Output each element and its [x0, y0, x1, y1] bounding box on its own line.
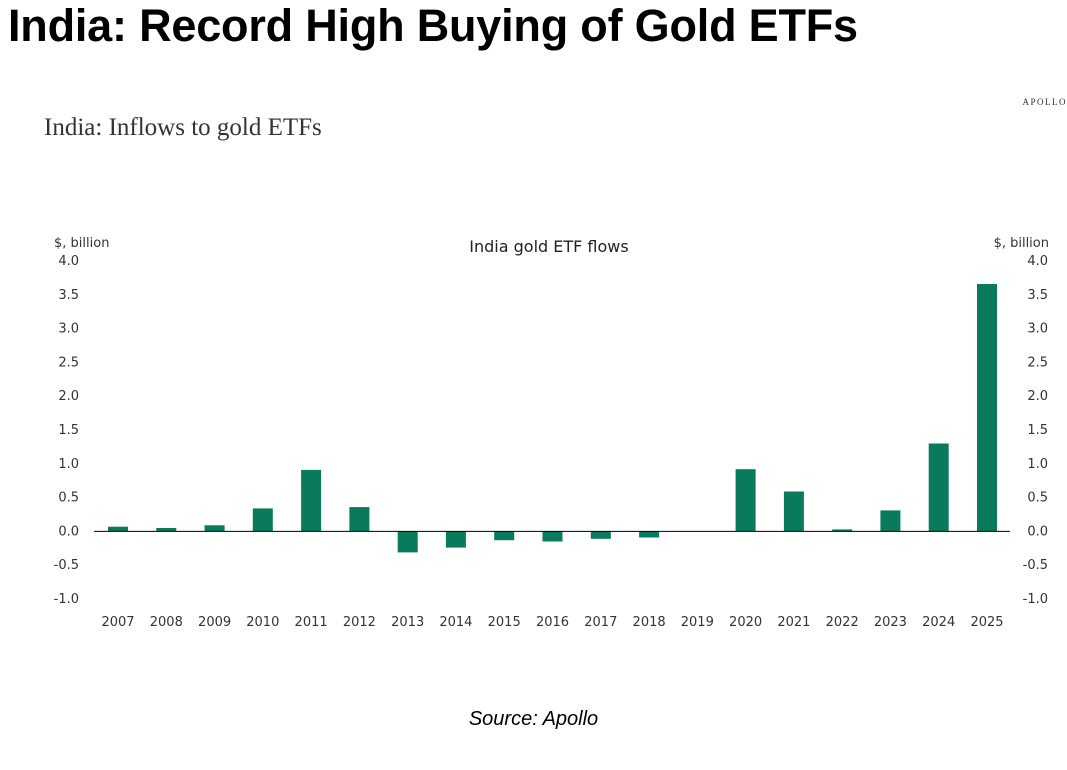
bar-2012 — [349, 507, 370, 532]
y-tick-right: 1.5 — [1027, 423, 1048, 438]
y-tick-left: 3.5 — [58, 288, 79, 303]
chart-subtitle: India: Inflows to gold ETFs — [44, 114, 322, 141]
y-tick-left: 3.0 — [58, 322, 79, 337]
x-tick-2025: 2025 — [970, 615, 1003, 630]
x-tick-2019: 2019 — [681, 615, 714, 630]
bar-2007 — [108, 526, 128, 532]
bars — [108, 284, 997, 553]
y-tick-right: -0.5 — [1023, 558, 1048, 573]
x-tick-2013: 2013 — [391, 615, 424, 630]
y-tick-left: 4.0 — [58, 254, 79, 269]
y-tick-left: 1.0 — [58, 457, 79, 472]
x-tick-2014: 2014 — [439, 615, 472, 630]
y-tick-left: 2.0 — [58, 389, 79, 404]
bar-2011 — [301, 469, 322, 532]
y-tick-right: 3.0 — [1027, 322, 1048, 337]
x-tick-2007: 2007 — [101, 615, 134, 630]
x-tick-2024: 2024 — [922, 615, 955, 630]
bar-2025 — [977, 284, 997, 532]
chart-title: India gold ETF flows — [469, 237, 628, 256]
y-tick-right: 0.0 — [1027, 524, 1048, 539]
x-tick-2015: 2015 — [488, 615, 521, 630]
y-tick-left: 1.5 — [58, 423, 79, 438]
x-tick-2022: 2022 — [826, 615, 859, 630]
y-tick-right: -1.0 — [1023, 592, 1048, 607]
bar-2016 — [542, 531, 563, 542]
x-tick-2008: 2008 — [150, 615, 183, 630]
x-tick-2012: 2012 — [343, 615, 376, 630]
y-ticks-left: 4.0 3.5 3.0 2.5 2.0 1.5 1.0 0.5 0.0 -0.5 -1.0 — [54, 254, 79, 607]
x-tick-2011: 2011 — [295, 615, 328, 630]
bar-2023 — [880, 510, 901, 532]
y-tick-right: 2.0 — [1027, 389, 1048, 404]
x-tick-2017: 2017 — [584, 615, 617, 630]
bar-2014 — [445, 531, 466, 548]
y-axis-label-right: $, billion — [994, 236, 1049, 251]
bar-2020 — [735, 469, 756, 532]
x-tick-2009: 2009 — [198, 615, 231, 630]
headline: India: Record High Buying of Gold ETFs — [8, 0, 858, 51]
y-tick-left: 0.0 — [58, 524, 79, 539]
bar-2021 — [783, 491, 804, 532]
y-tick-left: -1.0 — [54, 592, 79, 607]
y-tick-left: 0.5 — [58, 491, 79, 506]
y-tick-right: 4.0 — [1027, 254, 1048, 269]
x-tick-2020: 2020 — [729, 615, 762, 630]
y-ticks-right: 4.0 3.5 3.0 2.5 2.0 1.5 1.0 0.5 0.0 -0.5 -1.0 — [1023, 254, 1048, 607]
bar-2015 — [494, 531, 515, 541]
y-tick-right: 1.0 — [1027, 457, 1048, 472]
y-tick-left: 2.5 — [58, 355, 79, 370]
y-tick-right: 2.5 — [1027, 355, 1048, 370]
bar-2022 — [832, 529, 853, 532]
x-ticks: 2007 2008 2009 2010 2011 2012 2013 2014 2015 2016… — [101, 615, 1003, 630]
x-tick-2018: 2018 — [633, 615, 666, 630]
brand-logo-text: APOLLO — [1022, 97, 1067, 107]
y-tick-right: 3.5 — [1027, 288, 1048, 303]
bar-2008 — [156, 528, 177, 532]
bar-2009 — [204, 525, 225, 532]
bar-2018 — [639, 531, 660, 538]
x-tick-2023: 2023 — [874, 615, 907, 630]
y-tick-left: -0.5 — [54, 558, 79, 573]
bar-2013 — [397, 531, 418, 553]
y-tick-right: 0.5 — [1027, 491, 1048, 506]
x-tick-2010: 2010 — [246, 615, 279, 630]
bar-2024 — [928, 443, 949, 532]
bar-2010 — [252, 508, 273, 532]
bar-2017 — [590, 531, 611, 539]
source-note: Source: Apollo — [468, 708, 599, 730]
y-axis-label-left: $, billion — [54, 236, 109, 251]
x-tick-2016: 2016 — [536, 615, 569, 630]
x-tick-2021: 2021 — [777, 615, 810, 630]
